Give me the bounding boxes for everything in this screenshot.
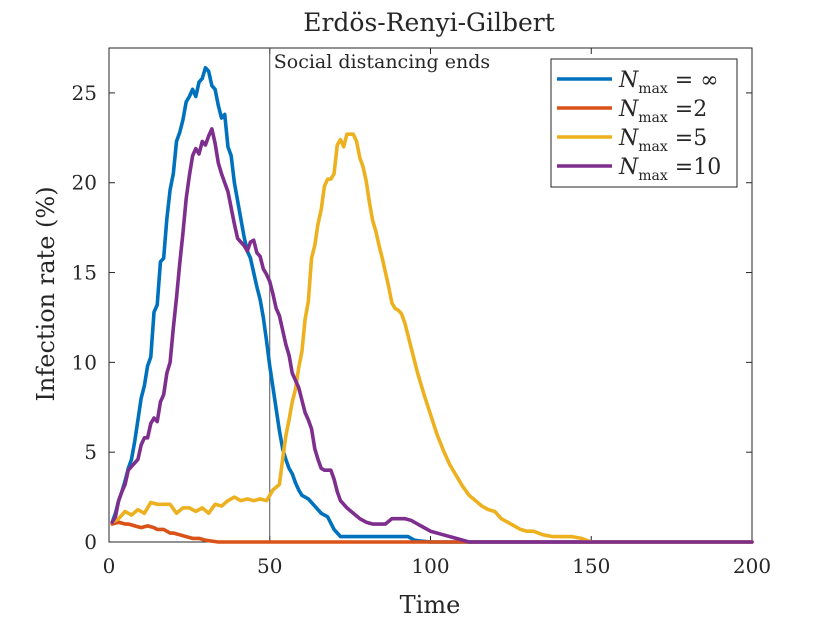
- legend-entry-3: Nmax =10: [618, 155, 721, 184]
- legend-entry-2: Nmax =5: [618, 126, 707, 155]
- x-tick-label: 0: [103, 554, 116, 578]
- x-tick-label: 150: [572, 554, 610, 578]
- y-tick-label: 5: [84, 440, 97, 464]
- series-layer: [110, 65, 754, 544]
- legend-subscript: max: [638, 139, 668, 155]
- legend-entry-0: Nmax = ∞: [618, 68, 719, 97]
- annotation-social-distancing-ends: Social distancing ends: [274, 51, 490, 73]
- legend-value: =5: [668, 126, 707, 151]
- y-tick-label: 0: [84, 530, 97, 554]
- legend-entry-1: Nmax =2: [618, 97, 707, 126]
- legend-value: =10: [668, 155, 721, 180]
- x-axis-label: Time: [400, 591, 461, 619]
- series-line-0: [110, 65, 754, 544]
- y-tick-label: 10: [72, 350, 97, 374]
- y-tick-label: 15: [72, 261, 97, 285]
- legend-symbol: N: [618, 155, 639, 180]
- axis-ticks: 0 50 100 150 200 0 5 10 15 20 25: [72, 48, 771, 578]
- legend-value: =2: [668, 97, 707, 122]
- series-line-2: [110, 132, 754, 544]
- chart-title: Erdös-Renyi-Gilbert: [303, 8, 555, 37]
- y-axis-label: Infection rate (%): [32, 186, 60, 401]
- series-line-3: [110, 127, 754, 544]
- annotation-layer: Social distancing ends: [269, 48, 490, 542]
- series-line-1: [110, 520, 754, 544]
- legend-subscript: max: [638, 168, 668, 184]
- legend-subscript: max: [638, 81, 668, 97]
- legend-symbol: N: [618, 97, 639, 122]
- legend-symbol: N: [618, 68, 639, 93]
- y-tick-label: 20: [72, 171, 97, 195]
- x-tick-label: 100: [411, 554, 449, 578]
- legend-subscript: max: [638, 110, 668, 126]
- legend-symbol: N: [618, 126, 639, 151]
- x-tick-label: 200: [733, 554, 771, 578]
- y-tick-label: 25: [72, 81, 97, 105]
- x-tick-label: 50: [257, 554, 282, 578]
- legend-value: = ∞: [668, 68, 719, 93]
